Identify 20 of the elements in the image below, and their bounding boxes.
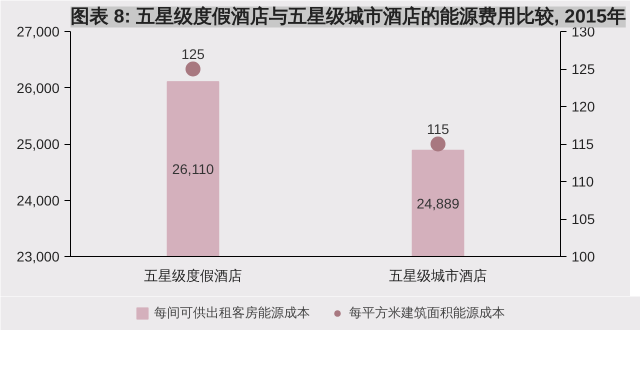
y2-tick-label: 100: [572, 248, 596, 264]
y2-tick-label: 105: [572, 211, 596, 227]
y2-tick-label: 115: [572, 136, 594, 152]
y2-tick-label: 120: [572, 98, 596, 114]
y-tick-label: 27,000: [16, 24, 60, 40]
legend-label: 每平方米建筑面积能源成本: [349, 304, 505, 322]
y2-tick-label: 110: [572, 174, 594, 190]
legend-label: 每间可供出租客房能源成本: [154, 304, 310, 322]
data-label: 125: [181, 46, 205, 62]
y-tick-label: 25,000: [16, 136, 60, 152]
x-tick-label: 五星级城市酒店: [389, 268, 487, 284]
y-tick-label: 26,000: [16, 80, 60, 96]
y-tick-label: 23,000: [16, 248, 60, 264]
chart-title: 图表 8: 五星级度假酒店与五星级城市酒店的能源费用比较, 2015年: [70, 6, 626, 28]
y-tick-label: 24,000: [16, 192, 60, 208]
data-label: 24,889: [416, 195, 460, 212]
data-label: 26,110: [172, 161, 214, 178]
x-tick-label: 五星级度假酒店: [144, 268, 242, 284]
data-label: 115: [426, 121, 450, 137]
y2-tick-label: 125: [572, 61, 596, 77]
